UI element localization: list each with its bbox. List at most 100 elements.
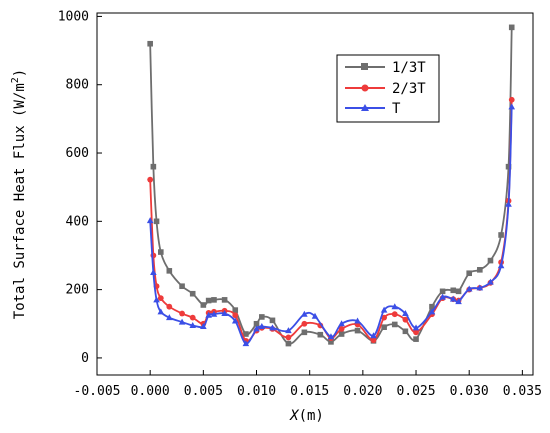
data-point-t (253, 325, 260, 332)
data-point-1-3t (498, 232, 504, 238)
data-point-1-3t (205, 297, 212, 304)
data-point-2-3t (189, 314, 196, 321)
y-axis-label-close: ) (12, 69, 28, 77)
data-point-t (210, 310, 218, 317)
y-tick-label: 600 (66, 146, 89, 161)
legend-label-2-3t: 2/3T (392, 81, 426, 97)
data-point-t (150, 269, 157, 276)
data-point-1-3t (243, 331, 249, 337)
data-point-t (205, 311, 212, 318)
data-point-2-3t (232, 312, 239, 319)
data-point-2-3t (508, 96, 515, 103)
x-axis-ticks: -0.005 0.000 0.005 0.010 0.015 0.020 0.025 0.03… (74, 370, 542, 399)
plot-frame (96, 12, 534, 376)
data-point-1-3t (455, 288, 462, 295)
data-point-2-3t (147, 176, 154, 183)
series-layer (146, 24, 516, 347)
data-point-t (178, 318, 186, 325)
legend-marker-1-3t (361, 63, 368, 70)
data-point-t (508, 103, 516, 110)
data-point-t (157, 308, 165, 315)
legend-marker-t (361, 104, 369, 111)
data-point-1-3t (285, 340, 292, 347)
data-point-t (166, 314, 173, 321)
y-axis-label: Total Surface Heat Flux (W/m2) (10, 69, 28, 319)
data-point-1-3t (439, 288, 446, 295)
data-point-1-3t (189, 290, 196, 297)
x-tick-label: 0.005 (184, 384, 223, 399)
data-point-t (301, 310, 308, 317)
data-point-t (258, 323, 266, 330)
data-point-t (402, 310, 409, 317)
data-point-t (455, 298, 462, 305)
data-point-t (231, 317, 239, 324)
data-point-1-3t (301, 329, 308, 336)
data-point-1-3t (166, 268, 173, 274)
data-point-2-3t (285, 334, 292, 341)
data-point-1-3t (354, 327, 361, 334)
data-point-t (338, 320, 345, 327)
data-point-1-3t (253, 320, 260, 327)
y-axis-ticks: 0 200 400 600 800 1000 (58, 9, 102, 366)
data-point-2-3t (381, 314, 388, 321)
data-point-2-3t (391, 311, 398, 318)
y-tick-label: 0 (81, 351, 89, 366)
data-point-t (311, 312, 319, 319)
data-point-t (412, 324, 420, 331)
y-tick-label: 400 (66, 214, 89, 229)
data-point-2-3t (166, 303, 173, 310)
data-point-t (476, 284, 484, 291)
data-point-1-3t (211, 297, 217, 303)
data-point-t (439, 293, 446, 300)
data-point-t (221, 310, 228, 317)
legend: 1/3T 2/3T T (336, 54, 440, 123)
data-point-t (391, 303, 399, 310)
legend-label-t: T (392, 101, 401, 117)
data-point-1-3t (259, 314, 265, 320)
data-point-t (242, 340, 250, 347)
x-tick-label: 0.025 (396, 384, 435, 399)
data-point-1-3t (232, 307, 239, 313)
legend-marker-2-3t (361, 84, 369, 92)
data-point-2-3t (301, 320, 308, 327)
legend-label-1-3t: 1/3T (392, 60, 426, 76)
data-point-1-3t (466, 270, 472, 277)
data-point-1-3t (158, 249, 164, 255)
x-tick-label: 0.015 (290, 384, 329, 399)
data-point-1-3t (338, 331, 345, 337)
data-point-1-3t (381, 324, 387, 330)
data-point-2-3t (157, 295, 164, 302)
data-point-1-3t (317, 331, 324, 338)
data-point-1-3t (328, 339, 334, 345)
data-point-1-3t (150, 163, 157, 170)
data-point-1-3t (402, 328, 409, 335)
data-point-1-3t (508, 24, 515, 31)
x-tick-label: 0.030 (450, 384, 489, 399)
data-point-1-3t (413, 336, 419, 342)
x-tick-label: 0.000 (131, 384, 170, 399)
data-point-1-3t (477, 267, 483, 273)
x-tick-label: 0.010 (237, 384, 276, 399)
data-point-2-3t (402, 316, 409, 323)
y-tick-label: 800 (66, 78, 89, 93)
data-point-1-3t (269, 317, 276, 324)
data-point-1-3t (391, 321, 398, 328)
data-point-t (354, 317, 361, 324)
data-point-t (146, 217, 154, 224)
data-point-t (465, 285, 473, 292)
data-point-t (200, 323, 207, 330)
x-axis-label-unit: (m) (299, 408, 324, 424)
y-tick-label: 1000 (58, 9, 89, 24)
data-point-t (505, 200, 512, 207)
data-point-t (497, 262, 505, 269)
data-point-t (380, 306, 388, 313)
data-point-1-3t (487, 257, 494, 264)
x-axis-label-var: X (289, 408, 300, 424)
data-point-t (153, 296, 160, 303)
data-point-t (370, 332, 377, 339)
data-point-t (189, 321, 197, 328)
series-line-1-3t (149, 27, 513, 345)
y-tick-label: 200 (66, 283, 89, 298)
data-point-1-3t (450, 287, 457, 294)
